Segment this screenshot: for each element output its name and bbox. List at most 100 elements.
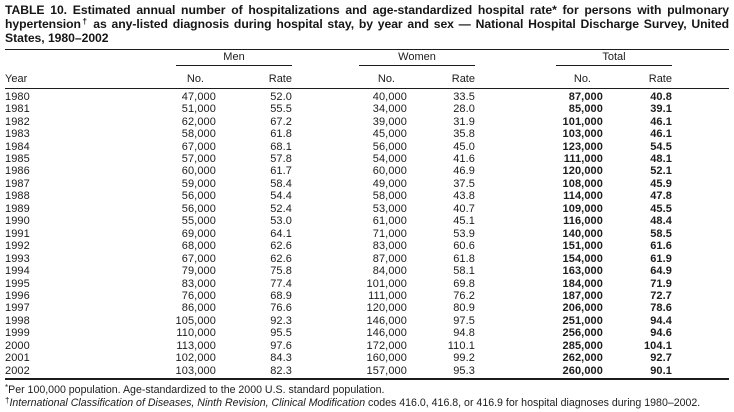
filler-cell: [672, 290, 729, 302]
women-no-cell: 160,000: [366, 352, 407, 365]
total-rate-cell: 72.7: [650, 289, 672, 302]
total-no-cell: 114,000: [563, 190, 603, 203]
men-rate-cell: 61.8: [270, 128, 292, 141]
title-divider: [5, 48, 729, 50]
footnote-dagger-symbol: †: [5, 396, 10, 406]
total-no-cell: 101,000: [562, 115, 603, 128]
total-rate-cell: 64.9: [650, 265, 672, 278]
year-cell: 2001: [5, 352, 30, 365]
women-no-cell: 83,000: [372, 240, 407, 253]
men-rate-cell: 53.0: [270, 215, 292, 228]
men-rate-cell: 95.5: [270, 327, 292, 340]
filler-cell: [672, 364, 729, 381]
filler-cell: [672, 327, 729, 339]
year-cell: 1994: [5, 265, 30, 278]
footnote-dagger-text: codes 416.0, 416.8, or 416.9 for hospita…: [365, 397, 701, 410]
men-rate-cell: 58.4: [270, 177, 292, 190]
women-rate-cell: 110.1: [447, 339, 475, 352]
total-rate-cell: 54.5: [650, 140, 672, 153]
women-rate-cell: 94.8: [453, 327, 475, 340]
men-no-cell: 60,000: [181, 165, 216, 178]
women-no-cell: 60,000: [372, 165, 407, 178]
men-rate-cell: 54.4: [270, 190, 292, 203]
men-rate-cell: 82.3: [216, 364, 292, 381]
total-no-cell: 151,000: [562, 240, 603, 253]
women-rate-cell: 33.5: [453, 90, 475, 103]
men-rate-cell: 52.4: [270, 202, 292, 215]
year-cell: 2002: [5, 364, 108, 381]
total-no-cell: 103,000: [562, 128, 603, 141]
table-row: 1999 110,000 95.5 146,000 94.8 256,000 94.6: [5, 327, 729, 339]
year-cell: 1998: [5, 314, 30, 327]
table-row: 1985 57,000 57.8 54,000 41.6 111,000 48.1: [5, 153, 729, 165]
table-header: Men Women Total Year No. Rate No. Rate N…: [5, 50, 729, 89]
women-no-cell: 58,000: [372, 190, 407, 203]
women-no-cell: 146,000: [366, 327, 407, 340]
table-row: 1990 55,000 53.0 61,000 45.1 116,000 48.4: [5, 215, 729, 227]
column-header-year: Year: [5, 65, 108, 89]
table-row: 1983 58,000 61.8 45,000 35.8 103,000 46.1: [5, 128, 729, 140]
filler-cell: [672, 116, 729, 128]
group-label-total: Total: [556, 51, 672, 66]
year-cell: 1981: [5, 103, 30, 116]
total-rate-cell: 45.5: [650, 202, 672, 215]
total-no-cell: 187,000: [562, 289, 603, 302]
filler-cell: [672, 178, 729, 190]
women-rate-cell: 46.9: [453, 165, 475, 178]
filler-cell: [672, 265, 729, 277]
column-header-row: Year No. Rate No. Rate No. Rate: [5, 65, 729, 89]
men-rate-cell: 64.1: [270, 227, 292, 240]
women-no-cell: 61,000: [372, 215, 407, 228]
men-no-cell: 110,000: [176, 327, 216, 340]
total-rate-cell: 40.8: [650, 90, 672, 103]
year-cell: 1982: [5, 115, 30, 128]
men-no-cell: 58,000: [181, 128, 216, 141]
year-cell: 1983: [5, 128, 30, 141]
men-rate-cell: 77.4: [270, 277, 292, 290]
total-rate-cell: 45.9: [650, 177, 672, 190]
men-rate-cell: 68.1: [270, 140, 292, 153]
women-no-cell: 53,000: [372, 202, 407, 215]
women-no-cell: 101,000: [366, 277, 407, 290]
men-no-cell: 113,000: [176, 339, 216, 352]
women-rate-cell: 45.1: [453, 215, 475, 228]
women-rate-cell: 58.1: [453, 265, 475, 278]
women-rate-cell: 31.9: [453, 115, 475, 128]
total-no-cell: 109,000: [562, 202, 603, 215]
filler-cell: [672, 340, 729, 352]
men-rate-cell: 75.8: [270, 265, 292, 278]
year-cell: 1989: [5, 202, 30, 215]
filler-cell: [672, 128, 729, 140]
women-no-cell: 146,000: [366, 314, 407, 327]
women-no-cell: 120,000: [366, 302, 407, 315]
column-header-women-rate: Rate: [407, 65, 475, 89]
filler-cell: [672, 165, 729, 177]
year-cell: 1987: [5, 177, 30, 190]
group-label-women: Women: [359, 51, 475, 66]
group-header-total: Total: [475, 50, 672, 66]
group-header-row: Men Women Total: [5, 50, 729, 66]
column-header-total-rate: Rate: [603, 65, 672, 89]
men-no-cell: 68,000: [181, 240, 216, 253]
filler-cell: [672, 253, 729, 265]
year-cell: 1993: [5, 252, 30, 265]
women-no-cell: 45,000: [372, 128, 407, 141]
women-rate-cell: 97.5: [453, 314, 475, 327]
men-no-cell: 76,000: [181, 289, 216, 302]
column-header-men-no: No.: [108, 65, 216, 89]
total-rate-cell: 48.4: [650, 215, 672, 228]
year-cell: 1985: [5, 152, 30, 165]
men-no-cell: 56,000: [181, 202, 216, 215]
women-no-cell: 39,000: [372, 115, 407, 128]
women-rate-cell: 37.5: [453, 177, 475, 190]
women-no-cell: 34,000: [372, 103, 407, 116]
footnote-icd-title: International Classification of Diseases…: [9, 397, 366, 410]
total-no-cell: 206,000: [562, 302, 603, 315]
women-no-cell: 111,000: [368, 289, 407, 302]
men-no-cell: 102,000: [175, 352, 216, 365]
women-no-cell: 71,000: [372, 227, 407, 240]
table-row: 2001 102,000 84.3 160,000 99.2 262,000 92.7: [5, 352, 729, 364]
total-no-cell: 262,000: [562, 352, 603, 365]
title-text-3: as any-listed diagnosis during hospital …: [5, 16, 729, 45]
total-no-cell: 163,000: [562, 265, 603, 278]
